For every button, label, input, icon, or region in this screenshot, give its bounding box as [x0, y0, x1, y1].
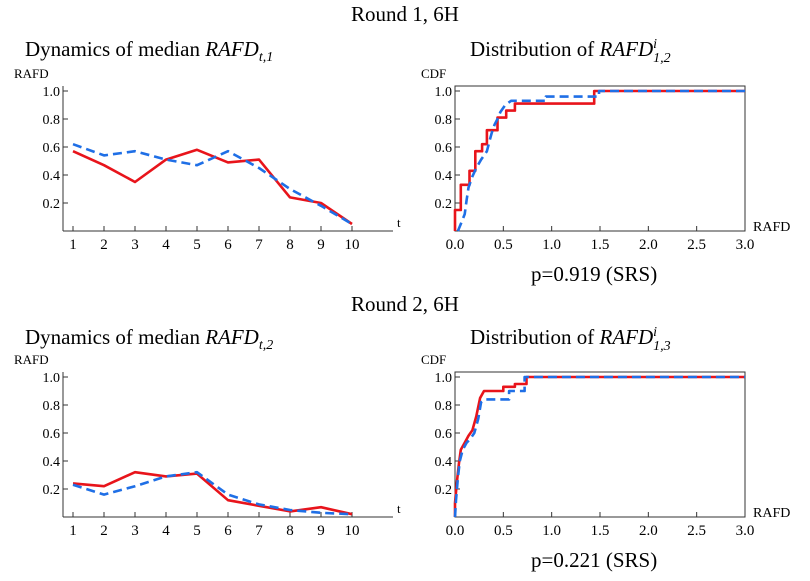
chart-3-x-tick-label: 3 [131, 523, 139, 539]
chart-1-series-blue [72, 142, 353, 226]
chart-2-y-tick-label: 0.2 [435, 197, 453, 212]
chart-4-x-tick-label: 0.5 [494, 523, 513, 539]
chart-4-y-tick-label: 0.4 [435, 455, 453, 470]
chart-3-y-tick-label: 0.2 [43, 483, 61, 498]
chart-4-y-tick-label: 0.2 [435, 483, 453, 498]
chart-3-series-red [72, 470, 353, 516]
chart-4-series-blue [453, 375, 745, 518]
chart-4-x-tick-label: 2.5 [687, 523, 706, 539]
chart-4-x-tick-label: 1.5 [591, 523, 610, 539]
chart-3-x-tick-label: 8 [286, 523, 294, 539]
chart-4-series-red [453, 375, 745, 517]
chart-1-x-tick-label: 6 [224, 237, 232, 253]
chart-2-x-axis-label: RAFD [753, 220, 790, 235]
chart-1-y-tick-label: 0.8 [43, 113, 61, 128]
chart-2-y-tick-label: 0.4 [435, 169, 453, 184]
chart-4-y-axis-label: CDF [421, 352, 446, 367]
round-2-pvalue: p=0.221 (SRS) [531, 548, 658, 572]
chart-2-x-tick-label: 0.0 [446, 237, 465, 253]
chart-4-x-tick-label: 2.0 [639, 523, 658, 539]
chart-2-frame [454, 85, 746, 232]
round-1-left-title: Dynamics of median RAFDt,1 [25, 37, 274, 66]
chart-1-x-tick-label: 9 [317, 237, 325, 253]
chart-1-x-tick-label: 5 [193, 237, 201, 253]
chart-1-y-tick-label: 0.4 [43, 169, 61, 184]
chart-2-x-tick-label: 1.0 [542, 237, 561, 253]
chart-3-y-tick-label: 0.4 [43, 455, 61, 470]
chart-4-y-tick-label: 0.6 [435, 427, 453, 442]
chart-2-x-tick-label: 0.5 [494, 237, 513, 253]
chart-4-x-tick-label: 3.0 [736, 523, 755, 539]
chart-2-x-tick-label: 3.0 [736, 237, 755, 253]
chart-1-y-tick-label: 1.0 [43, 85, 61, 100]
chart-3-x-axis-label: t [397, 501, 401, 516]
chart-1-x-axis-label: t [397, 215, 401, 230]
chart-2-y-tick-label: 0.8 [435, 113, 453, 128]
chart-1-x-tick-label: 1 [69, 237, 77, 253]
chart-3-x-tick-label: 9 [317, 523, 325, 539]
chart-1-series-red [72, 148, 353, 226]
chart-1-x-tick-label: 4 [162, 237, 170, 253]
round-1-pvalue: p=0.919 (SRS) [531, 262, 658, 286]
round-2-right-title: Distribution of RAFD i 1,3 [470, 325, 671, 354]
round-1-title: Round 1, 6H [351, 2, 459, 26]
chart-1-y-tick-label: 0.2 [43, 197, 61, 212]
chart-1-x-tick-label: 8 [286, 237, 294, 253]
chart-3-series-blue [72, 470, 353, 516]
chart-4-frame [454, 371, 746, 518]
chart-4-x-axis-label: RAFD [753, 506, 790, 521]
chart-3-y-tick-label: 1.0 [43, 371, 61, 386]
chart-3-x-tick-label: 1 [69, 523, 77, 539]
chart-2-x-tick-label: 2.0 [639, 237, 658, 253]
chart-2-series-blue [456, 89, 745, 232]
chart-4-y-tick-label: 0.8 [435, 399, 453, 414]
chart-4-x-tick-label: 0.0 [446, 523, 465, 539]
round-1-right-title: Distribution of RAFD i 1,2 [470, 37, 671, 66]
chart-1-x-tick-label: 2 [100, 237, 108, 253]
chart-1-y-tick-label: 0.6 [43, 141, 61, 156]
round-2-title: Round 2, 6H [351, 292, 459, 316]
chart-2-series-red [453, 89, 745, 231]
chart-3-y-tick-label: 0.8 [43, 399, 61, 414]
chart-1-x-tick-label: 3 [131, 237, 139, 253]
chart-3-y-tick-label: 0.6 [43, 427, 61, 442]
chart-3-x-tick-label: 6 [224, 523, 232, 539]
chart-2-y-axis-label: CDF [421, 66, 446, 81]
round-2-left-title: Dynamics of median RAFDt,2 [25, 325, 274, 354]
chart-3-x-tick-label: 5 [193, 523, 201, 539]
chart-3-x-tick-label: 4 [162, 523, 170, 539]
chart-2-y-tick-label: 1.0 [435, 85, 453, 100]
chart-3-x-tick-label: 7 [255, 523, 263, 539]
chart-1-x-tick-label: 7 [255, 237, 263, 253]
chart-3-y-axis-label: RAFD [14, 352, 49, 367]
chart-2-x-tick-label: 1.5 [591, 237, 610, 253]
chart-1-x-tick-label: 10 [345, 237, 360, 253]
chart-3-x-tick-label: 10 [345, 523, 360, 539]
chart-3-x-tick-label: 2 [100, 523, 108, 539]
chart-2-y-tick-label: 0.6 [435, 141, 453, 156]
chart-4-x-tick-label: 1.0 [542, 523, 561, 539]
chart-4-y-tick-label: 1.0 [435, 371, 453, 386]
chart-1-y-axis-label: RAFD [14, 66, 49, 81]
chart-2-x-tick-label: 2.5 [687, 237, 706, 253]
